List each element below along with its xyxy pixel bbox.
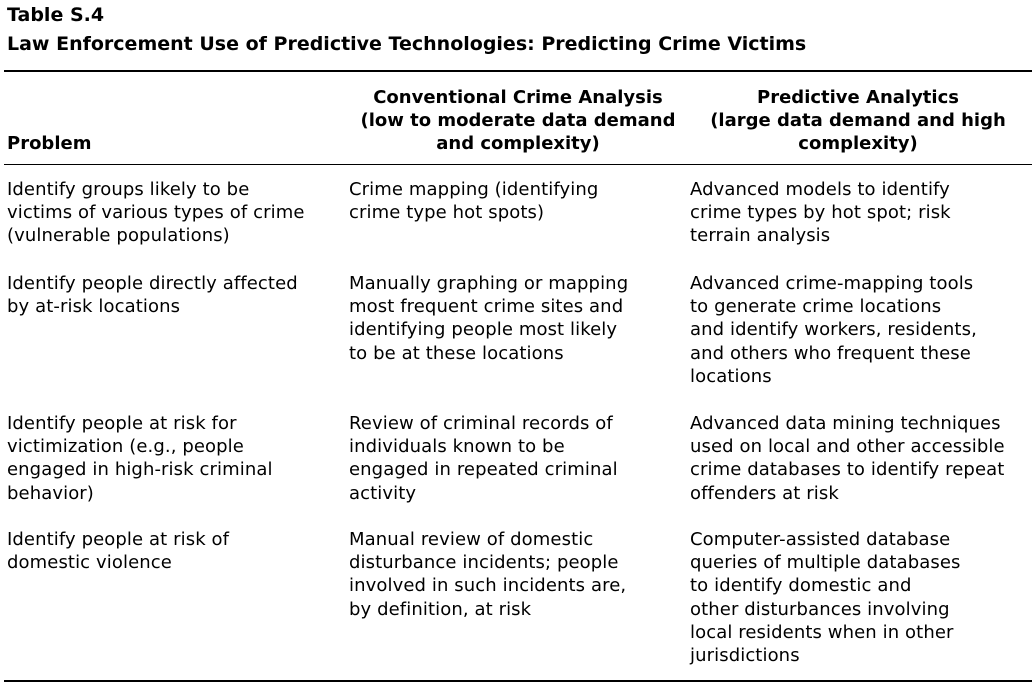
cell-line: identifying people most likely bbox=[349, 319, 618, 341]
cell-line: locations bbox=[690, 365, 772, 387]
table-title: Law Enforcement Use of Predictive Techno… bbox=[7, 33, 807, 55]
cell-line: domestic violence bbox=[7, 552, 172, 574]
cell-line: individuals known to be bbox=[349, 436, 565, 458]
cell-line: to identify domestic and bbox=[690, 575, 912, 597]
cell-line: Identify people at risk of bbox=[7, 529, 230, 550]
cell-line: crime databases to identify repeat bbox=[690, 459, 1005, 481]
cell-line: other disturbances involving bbox=[690, 598, 950, 620]
row-4-problem-cell: Identify people at risk of domestic viol… bbox=[7, 528, 229, 574]
row-3-conventional-cell: Review of criminal records of individual… bbox=[349, 412, 618, 505]
cell-line: disturbance incidents; people bbox=[349, 552, 619, 574]
cell-line: queries of multiple databases bbox=[690, 552, 961, 574]
cell-line: victimization (e.g., people bbox=[7, 436, 244, 458]
cell-line: and others who frequent these bbox=[690, 342, 971, 364]
row-2-predictive-cell: Advanced crime-mapping tools to generate… bbox=[690, 272, 977, 388]
cell-line: terrain analysis bbox=[690, 225, 831, 247]
row-2-conventional-cell: Manually graphing or mapping most freque… bbox=[349, 272, 628, 365]
row-3-predictive-cell: Advanced data mining techniques used on … bbox=[690, 412, 1005, 505]
cell-line: Identify people directly affected bbox=[7, 273, 298, 294]
cell-line: Manual review of domestic bbox=[349, 529, 594, 550]
column-header-problem: Problem bbox=[7, 132, 91, 155]
cell-line: crime type hot spots) bbox=[349, 202, 545, 224]
cell-line: behavior) bbox=[7, 482, 94, 504]
row-1-predictive-cell: Advanced models to identify crime types … bbox=[690, 178, 951, 248]
cell-line: crime types by hot spot; risk bbox=[690, 202, 951, 224]
cell-line: to generate crime locations bbox=[690, 296, 942, 318]
cell-line: used on local and other accessible bbox=[690, 436, 1005, 458]
cell-line: activity bbox=[349, 482, 417, 504]
cell-line: to be at these locations bbox=[349, 342, 564, 364]
cell-line: by at-risk locations bbox=[7, 296, 181, 318]
cell-line: Manually graphing or mapping bbox=[349, 273, 629, 294]
cell-line: Identify groups likely to be bbox=[7, 179, 250, 200]
header-rule bbox=[4, 164, 1032, 165]
cell-line: engaged in repeated criminal bbox=[349, 459, 618, 481]
row-1-conventional-cell: Crime mapping (identifying crime type ho… bbox=[349, 178, 598, 224]
column-header-line: and complexity) bbox=[436, 133, 600, 154]
row-1-problem-cell: Identify groups likely to be victims of … bbox=[7, 178, 305, 248]
cell-line: (vulnerable populations) bbox=[7, 225, 230, 247]
cell-line: Advanced data mining techniques bbox=[690, 413, 1001, 434]
cell-line: by definition, at risk bbox=[349, 598, 532, 620]
cell-line: Crime mapping (identifying bbox=[349, 179, 599, 200]
table-bottom-rule bbox=[4, 680, 1032, 682]
cell-line: local residents when in other bbox=[690, 621, 954, 643]
cell-line: involved in such incidents are, bbox=[349, 575, 627, 597]
cell-line: engaged in high-risk criminal bbox=[7, 459, 273, 481]
cell-line: Review of criminal records of bbox=[349, 413, 613, 434]
table-top-rule bbox=[4, 70, 1032, 72]
cell-line: Advanced models to identify bbox=[690, 179, 950, 200]
column-header-line: complexity) bbox=[798, 133, 918, 154]
cell-line: and identify workers, residents, bbox=[690, 319, 977, 341]
cell-line: jurisdictions bbox=[690, 645, 800, 667]
cell-line: victims of various types of crime bbox=[7, 202, 305, 224]
cell-line: offenders at risk bbox=[690, 482, 839, 504]
column-header-line: (large data demand and high bbox=[710, 110, 1006, 131]
column-header-line: Predictive Analytics bbox=[757, 87, 959, 108]
column-header-line: (low to moderate data demand bbox=[360, 110, 676, 131]
column-header-line: Conventional Crime Analysis bbox=[373, 87, 663, 108]
cell-line: Computer-assisted database bbox=[690, 529, 951, 550]
cell-line: most frequent crime sites and bbox=[349, 296, 624, 318]
cell-line: Identify people at risk for bbox=[7, 413, 237, 434]
column-header-predictive: Predictive Analytics (large data demand … bbox=[682, 86, 1034, 155]
row-2-problem-cell: Identify people directly affected by at-… bbox=[7, 272, 298, 318]
column-header-line: Problem bbox=[7, 133, 92, 154]
row-4-conventional-cell: Manual review of domestic disturbance in… bbox=[349, 528, 626, 621]
cell-line: Advanced crime-mapping tools bbox=[690, 273, 974, 294]
column-header-conventional: Conventional Crime Analysis (low to mode… bbox=[342, 86, 694, 155]
row-3-problem-cell: Identify people at risk for victimizatio… bbox=[7, 412, 273, 505]
row-4-predictive-cell: Computer-assisted database queries of mu… bbox=[690, 528, 961, 667]
table-label: Table S.4 bbox=[7, 4, 105, 26]
